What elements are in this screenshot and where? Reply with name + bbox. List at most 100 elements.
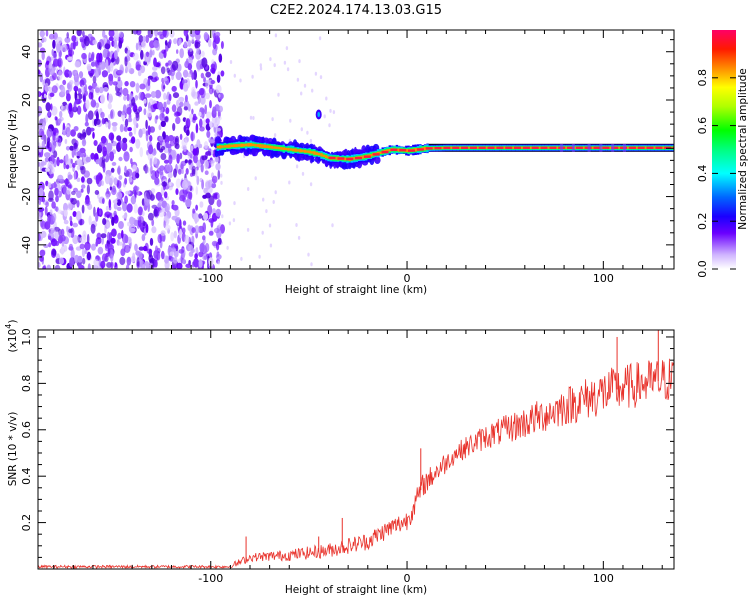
noise-speck	[160, 120, 166, 128]
noise-speck	[91, 243, 96, 251]
ridge-layer	[494, 146, 497, 149]
colorbar-gradient	[712, 30, 736, 269]
noise-speck	[149, 50, 153, 58]
ridge-layer	[325, 155, 328, 159]
burst-mark	[560, 143, 564, 152]
noise-speck	[88, 91, 93, 100]
noise-speck	[57, 209, 63, 214]
noise-speck	[171, 200, 175, 206]
noise-speck	[56, 42, 61, 53]
noise-speck	[97, 65, 101, 73]
noise-speck	[203, 77, 206, 83]
sparse-speck	[272, 200, 275, 204]
noise-speck	[66, 225, 69, 233]
noise-speck	[187, 103, 191, 112]
noise-speck	[55, 195, 59, 203]
noise-speck	[59, 110, 63, 118]
noise-speck	[132, 252, 136, 261]
noise-speck	[204, 170, 209, 175]
noise-speck	[74, 90, 78, 101]
noise-speck	[136, 257, 140, 267]
noise-speck	[60, 228, 65, 237]
noise-speck	[61, 242, 65, 247]
noise-speck	[163, 92, 167, 101]
ridge-layer	[565, 146, 568, 149]
noise-speck	[50, 228, 57, 238]
noise-speck	[208, 195, 215, 206]
noise-speck	[171, 85, 177, 92]
noise-speck	[63, 245, 68, 252]
sparse-speck	[301, 171, 305, 176]
noise-speck	[154, 30, 159, 37]
noise-speck	[165, 141, 169, 148]
noise-speck	[78, 71, 84, 79]
noise-speck	[50, 183, 58, 189]
snr-line	[38, 358, 674, 569]
noise-speck	[146, 248, 153, 254]
noise-speck	[149, 237, 154, 246]
noise-speck	[108, 199, 112, 208]
noise-speck	[118, 221, 124, 229]
noise-speck	[41, 161, 47, 166]
noise-speck	[85, 99, 90, 110]
noise-speck	[152, 49, 155, 56]
noise-speck	[100, 111, 105, 119]
noise-speck	[138, 216, 144, 224]
noise-speck	[113, 214, 119, 224]
noise-speck	[39, 72, 44, 83]
sparse-speck	[311, 88, 314, 93]
colorbar-label: Normalized spectral amplitude	[737, 68, 749, 229]
noise-speck	[104, 174, 111, 185]
ridge-peak	[646, 146, 654, 149]
noise-speck	[116, 206, 122, 211]
noise-speck	[41, 140, 46, 150]
noise-speck	[134, 109, 141, 115]
noise-speck	[137, 206, 144, 216]
sparse-speck	[295, 164, 299, 169]
ridge-layer	[449, 146, 453, 149]
noise-speck	[65, 127, 71, 138]
sparse-speck	[249, 115, 253, 120]
ridge-peak	[628, 146, 636, 149]
noise-speck	[38, 262, 41, 268]
noise-speck	[158, 200, 163, 206]
sparse-speck	[228, 221, 232, 226]
noise-speck	[219, 224, 225, 234]
y-tick-label: -20	[20, 188, 33, 206]
noise-speck	[74, 149, 77, 156]
sparse-speck	[310, 262, 313, 267]
noise-speck	[128, 131, 133, 137]
x-tick-label: 100	[593, 572, 614, 585]
noise-speck	[130, 94, 133, 100]
noise-speck	[215, 163, 221, 171]
y-tick-label: 20	[20, 93, 33, 107]
noise-speck	[57, 174, 64, 182]
noise-speck	[147, 151, 154, 161]
noise-speck	[66, 56, 73, 61]
colorbar-tick-label: 0.4	[696, 165, 709, 183]
noise-speck	[68, 184, 73, 189]
noise-speck	[147, 212, 154, 221]
noise-speck	[190, 145, 194, 152]
sparse-speck	[319, 75, 323, 80]
noise-speck	[68, 228, 73, 234]
sparse-speck	[288, 180, 291, 185]
noise-speck	[139, 147, 144, 158]
noise-speck	[151, 127, 155, 133]
noise-speck	[140, 260, 146, 269]
noise-speck	[147, 77, 151, 87]
y-tick-label: 0	[20, 145, 33, 152]
noise-speck	[187, 39, 192, 47]
noise-speck	[194, 253, 198, 260]
noise-speck	[70, 198, 77, 205]
ridge-layer	[280, 147, 283, 150]
noise-speck	[95, 212, 99, 222]
colorbar-tick-label: 0.2	[696, 212, 709, 230]
ridge-layer	[249, 143, 252, 147]
noise-speck	[125, 190, 131, 195]
noise-speck	[60, 246, 65, 255]
ridge-peak	[434, 146, 442, 150]
noise-speck	[122, 87, 129, 97]
noise-speck	[64, 155, 69, 165]
snr-frame	[37, 329, 675, 570]
